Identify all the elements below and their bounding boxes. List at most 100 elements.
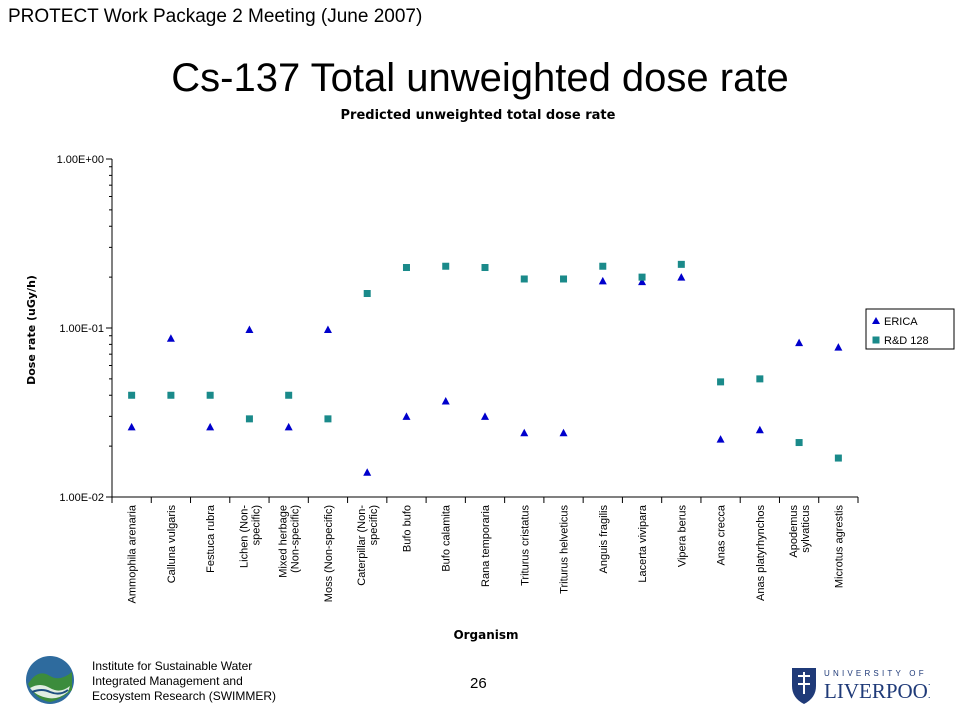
erica-point xyxy=(127,422,136,431)
rd128-point xyxy=(481,264,489,272)
x-axis-label: Organism xyxy=(453,628,518,642)
org-line-3: Ecosystem Research (SWIMMER) xyxy=(92,689,277,703)
rd128-point xyxy=(285,391,293,399)
category-label: Apodemus sylvaticus xyxy=(788,505,812,558)
erica-point xyxy=(755,425,764,434)
org-line-2: Integrated Management and xyxy=(92,674,243,688)
rd128-point xyxy=(245,415,253,423)
category-label: Lacerta vivipara xyxy=(637,504,649,583)
erica-point xyxy=(716,435,725,443)
rd128-point xyxy=(363,290,371,298)
rd128-point xyxy=(717,378,725,386)
category-label: Moss (Non-specific) xyxy=(323,505,335,602)
university-logo: UNIVERSITY OF LIVERPOOL xyxy=(790,664,941,713)
y-tick-label: 1.00E-01 xyxy=(59,323,104,335)
category-label-line: Rana temporaria xyxy=(480,504,492,587)
erica-point xyxy=(520,428,529,437)
erica-point xyxy=(598,276,607,285)
category-label-line: specific) xyxy=(368,505,380,545)
category-label: Triturus helveticus xyxy=(559,505,571,594)
rd128-point xyxy=(128,391,136,399)
erica-point xyxy=(795,338,804,347)
category-label: Lichen (Non-specific) xyxy=(238,505,262,568)
page-number: 26 xyxy=(470,675,487,692)
category-label-line: Anas platyrhynchos xyxy=(755,505,767,601)
category-label-line: Festuca rubra xyxy=(205,504,217,573)
category-label-line: Moss (Non-specific) xyxy=(323,505,335,602)
rd128-point xyxy=(520,275,528,283)
axes xyxy=(106,158,859,503)
rd128-point xyxy=(206,391,214,399)
legend: ERICA R&D 128 xyxy=(865,308,955,350)
erica-point xyxy=(834,343,843,351)
category-label-line: Triturus cristatus xyxy=(519,505,531,586)
category-label-line: Vipera berus xyxy=(676,505,688,568)
category-label-line: sylvaticus xyxy=(800,505,812,553)
category-label: Vipera berus xyxy=(676,505,688,568)
category-label-line: Caterpillar (Non- xyxy=(356,505,368,586)
meeting-header: PROTECT Work Package 2 Meeting (June 200… xyxy=(8,6,423,27)
category-label: Anas crecca xyxy=(716,504,728,565)
category-label: Calluna vulgaris xyxy=(166,505,178,584)
erica-point xyxy=(402,412,411,420)
category-label-line: Lichen (Non- xyxy=(238,505,250,568)
rd128-point xyxy=(599,262,607,270)
category-label-line: specific) xyxy=(250,505,262,545)
category-label-line: Calluna vulgaris xyxy=(166,505,178,584)
category-label-line: Mixed herbage xyxy=(278,505,290,578)
rd128-point xyxy=(560,275,568,283)
category-label-line: (Non-specific) xyxy=(290,505,302,573)
rd128-point xyxy=(402,264,410,272)
rd128-point xyxy=(167,391,175,399)
category-label: Bufo bufo xyxy=(401,505,413,552)
liverpool-crest-icon xyxy=(792,668,816,704)
legend-rd128-marker xyxy=(872,336,880,344)
y-axis-label: Dose rate (uGy/h) xyxy=(25,275,38,385)
category-labels: Ammophila arenaria Calluna vulgaris Festuc… xyxy=(127,504,846,603)
category-label: Caterpillar (Non-specific) xyxy=(356,505,380,586)
category-label: Mixed herbage (Non-specific) xyxy=(278,505,302,578)
rd128-point xyxy=(756,375,764,383)
erica-point xyxy=(638,277,647,286)
erica-point xyxy=(481,412,489,420)
category-label-line: Lacerta vivipara xyxy=(637,504,649,583)
erica-point xyxy=(323,325,332,333)
org-line-1: Institute for Sustainable Water xyxy=(92,659,253,673)
category-label-line: Microtus agrestis xyxy=(833,505,845,589)
erica-point xyxy=(363,468,372,476)
organisation-name: Institute for Sustainable Water Integrat… xyxy=(92,659,276,704)
category-label: Anas platyrhynchos xyxy=(755,505,767,601)
tick-labels: 1.00E-02 1.00E-01 1.00E+00 xyxy=(57,154,104,504)
category-label-line: Triturus helveticus xyxy=(559,505,571,594)
swimmer-wave-logo-icon xyxy=(24,654,76,711)
category-label: Anguis fragilis xyxy=(598,505,610,574)
rd128-point xyxy=(324,415,332,423)
category-label: Rana temporaria xyxy=(480,504,492,587)
dose-rate-chart: Predicted unweighted total dose rate Dos… xyxy=(25,108,955,642)
erica-point xyxy=(677,273,686,281)
erica-point xyxy=(559,428,568,437)
category-label-line: Apodemus xyxy=(788,505,800,558)
y-tick-label: 1.00E+00 xyxy=(57,154,104,166)
category-label: Ammophila arenaria xyxy=(127,504,139,603)
category-label-line: Anas crecca xyxy=(716,504,728,565)
category-label: Microtus agrestis xyxy=(833,505,845,589)
category-label-line: Bufo calamita xyxy=(441,504,453,572)
liverpool-text: LIVERPOOL xyxy=(824,679,930,703)
erica-point xyxy=(441,396,450,405)
rd128-point xyxy=(638,273,646,281)
category-label-line: Anguis fragilis xyxy=(598,505,610,574)
rd128-point xyxy=(677,260,685,268)
erica-point xyxy=(166,334,175,342)
category-label: Festuca rubra xyxy=(205,504,217,573)
legend-box xyxy=(865,308,955,350)
rd128-point xyxy=(795,439,803,447)
category-label: Bufo calamita xyxy=(441,504,453,572)
erica-point xyxy=(245,325,254,333)
slide-title: Cs-137 Total unweighted dose rate xyxy=(171,56,789,100)
data-points xyxy=(127,260,843,476)
category-label-line: Bufo bufo xyxy=(401,505,413,552)
category-label: Triturus cristatus xyxy=(519,505,531,586)
legend-label: ERICA xyxy=(884,316,918,328)
y-tick-label: 1.00E-02 xyxy=(59,492,104,504)
